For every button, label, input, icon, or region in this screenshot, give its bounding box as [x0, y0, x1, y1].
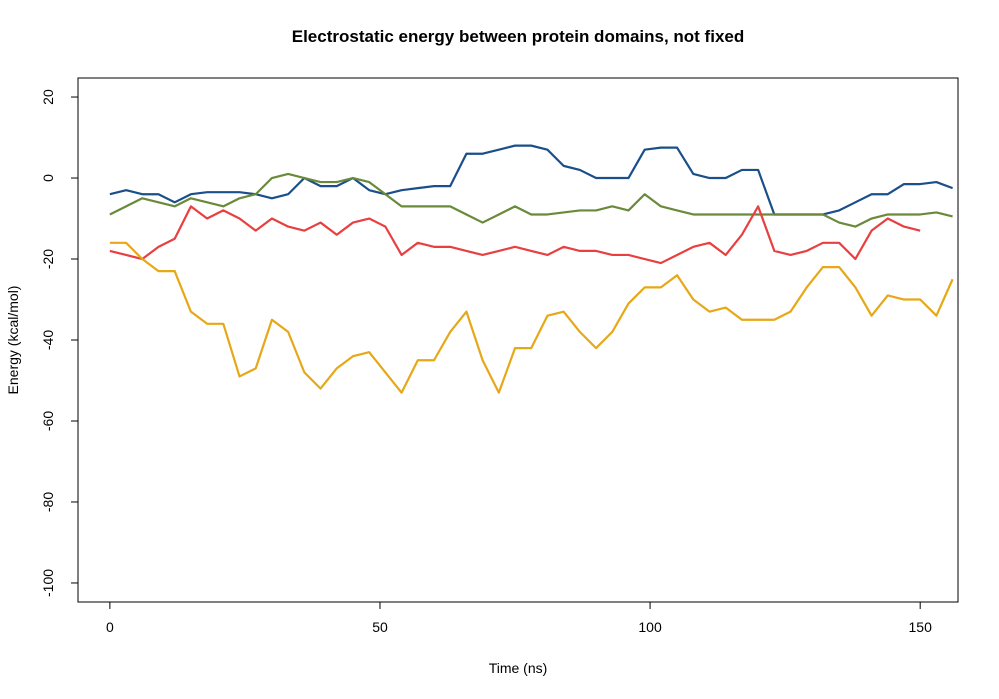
y-tick-label: -100: [40, 569, 56, 597]
x-tick-label: 0: [106, 619, 114, 635]
x-tick-label: 150: [909, 619, 933, 635]
y-tick-label: 20: [40, 89, 56, 105]
chart-title: Electrostatic energy between protein dom…: [292, 27, 744, 46]
y-tick-label: -20: [40, 249, 56, 269]
x-axis-label: Time (ns): [489, 660, 548, 676]
y-tick-label: -40: [40, 330, 56, 350]
y-axis-label: Energy (kcal/mol): [5, 286, 21, 395]
series-line: [109, 241, 954, 394]
y-tick-label: 0: [40, 174, 56, 182]
y-tick-label: -80: [40, 492, 56, 512]
plot-frame: [77, 77, 959, 603]
series-line: [109, 172, 953, 228]
series-line: [109, 205, 921, 265]
y-tick-label: -60: [40, 411, 56, 431]
x-tick-label: 50: [372, 619, 388, 635]
x-tick-label: 100: [638, 619, 662, 635]
series-line: [109, 144, 953, 216]
